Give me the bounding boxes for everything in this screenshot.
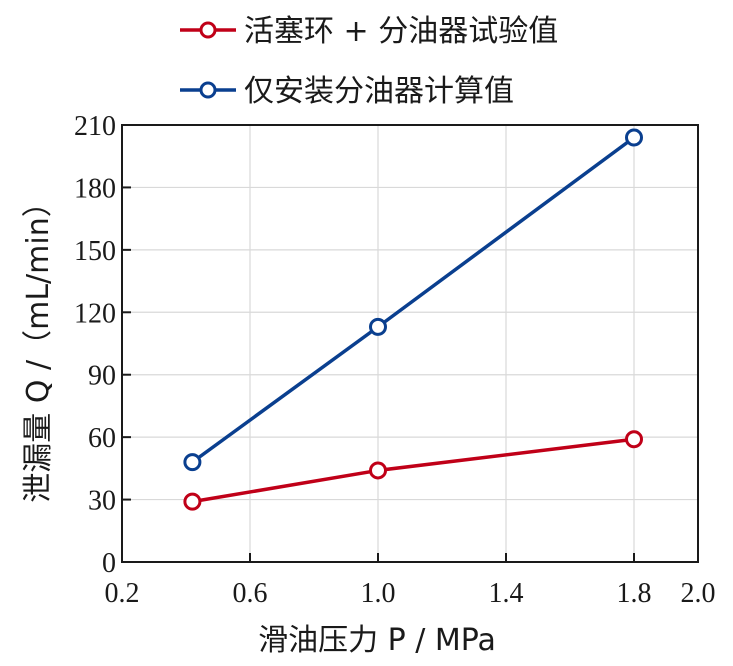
legend-label-0: 活塞环 + 分油器试验值 (244, 14, 558, 49)
series-1-point-0 (183, 453, 202, 472)
y-tick-label-5: 150 (74, 236, 116, 267)
x-axis-title: 滑油压力 P / MPa (258, 623, 496, 658)
series-0 (183, 430, 643, 511)
series-0-point-0 (183, 492, 202, 511)
x-tick-label-0: 0.2 (105, 578, 140, 609)
legend: 活塞环 + 分油器试验值 仅安装分油器计算值 (180, 14, 558, 109)
legend-label-1: 仅安装分油器计算值 (244, 74, 514, 109)
legend-item-1: 仅安装分油器计算值 (180, 74, 514, 109)
y-tick-labels: 0 30 60 90 120 150 180 210 (74, 111, 116, 579)
y-tick-label-4: 120 (74, 298, 116, 329)
x-tick-label-4: 1.8 (617, 578, 652, 609)
legend-swatch-marker-1 (199, 81, 217, 99)
y-tick-label-0: 0 (102, 548, 116, 579)
legend-item-0: 活塞环 + 分油器试验值 (180, 14, 558, 49)
plot-frame (121, 124, 699, 563)
series-0-point-1 (369, 461, 387, 480)
series-line-0 (192, 437, 635, 504)
series-1-point-2 (625, 128, 643, 147)
y-tick-label-7: 210 (74, 111, 116, 142)
y-axis-title: 泄漏量 Q /（mL/min） (21, 187, 56, 502)
tick-layer (121, 124, 699, 563)
y-tick-label-6: 180 (74, 173, 116, 204)
x-tick-label-2: 1.0 (361, 578, 396, 609)
y-tick-label-1: 30 (88, 486, 116, 517)
y-tick-label-3: 90 (88, 361, 116, 392)
series-line-1 (191, 136, 636, 464)
series-1 (183, 128, 643, 472)
series-1-point-1 (369, 317, 387, 336)
y-tick-label-2: 60 (88, 423, 116, 454)
series-layer (183, 128, 643, 511)
x-tick-labels: 0.2 0.6 1.0 1.4 1.8 2.0 (105, 578, 716, 609)
series-0-point-2 (625, 430, 643, 449)
grid-layer (122, 125, 698, 562)
x-tick-label-5: 2.0 (681, 578, 716, 609)
x-tick-label-1: 0.6 (233, 578, 268, 609)
legend-swatch-marker-0 (199, 21, 217, 39)
x-tick-label-3: 1.4 (489, 578, 524, 609)
